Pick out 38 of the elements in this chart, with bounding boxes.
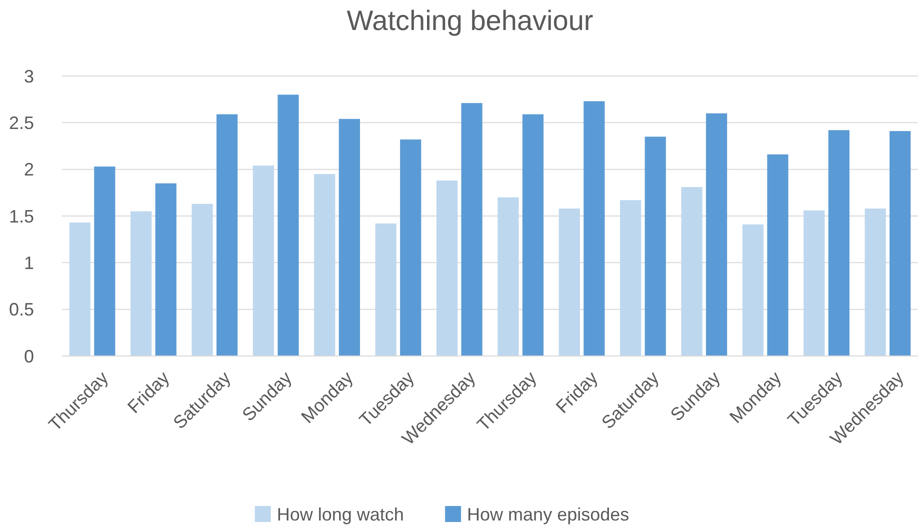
bar <box>252 166 274 356</box>
bar <box>584 101 605 356</box>
bar <box>498 197 519 356</box>
bar <box>338 118 360 356</box>
bar <box>742 224 764 356</box>
y-tick-label: 0 <box>24 346 34 366</box>
bar <box>890 131 911 356</box>
y-tick-label: 1 <box>24 252 34 273</box>
y-tick-label: 1.5 <box>8 206 34 226</box>
bar <box>94 166 116 356</box>
bar <box>864 208 886 356</box>
bar <box>155 183 176 356</box>
bar <box>436 180 458 356</box>
bar <box>828 130 850 356</box>
bar <box>314 174 336 356</box>
bar <box>804 210 825 356</box>
legend-label: How long watch <box>276 504 404 524</box>
bar <box>375 223 396 356</box>
bar <box>558 208 580 356</box>
y-tick-label: 2 <box>24 160 34 180</box>
bar <box>130 211 152 356</box>
y-tick-label: 3 <box>24 66 34 86</box>
bar <box>681 187 702 356</box>
legend-label: How many episodes <box>467 504 630 524</box>
bar <box>620 200 642 356</box>
bar <box>69 222 90 356</box>
bar <box>400 139 422 356</box>
bar <box>706 113 728 356</box>
y-tick-label: 0.5 <box>8 300 34 320</box>
bar <box>461 103 482 356</box>
bar <box>767 154 788 356</box>
y-tick-label: 2.5 <box>8 112 34 133</box>
chart-title: Watching behaviour <box>346 5 594 36</box>
bar <box>522 114 544 356</box>
bar <box>278 94 299 356</box>
bar <box>192 204 213 356</box>
bar <box>644 136 666 356</box>
bar <box>216 114 238 356</box>
